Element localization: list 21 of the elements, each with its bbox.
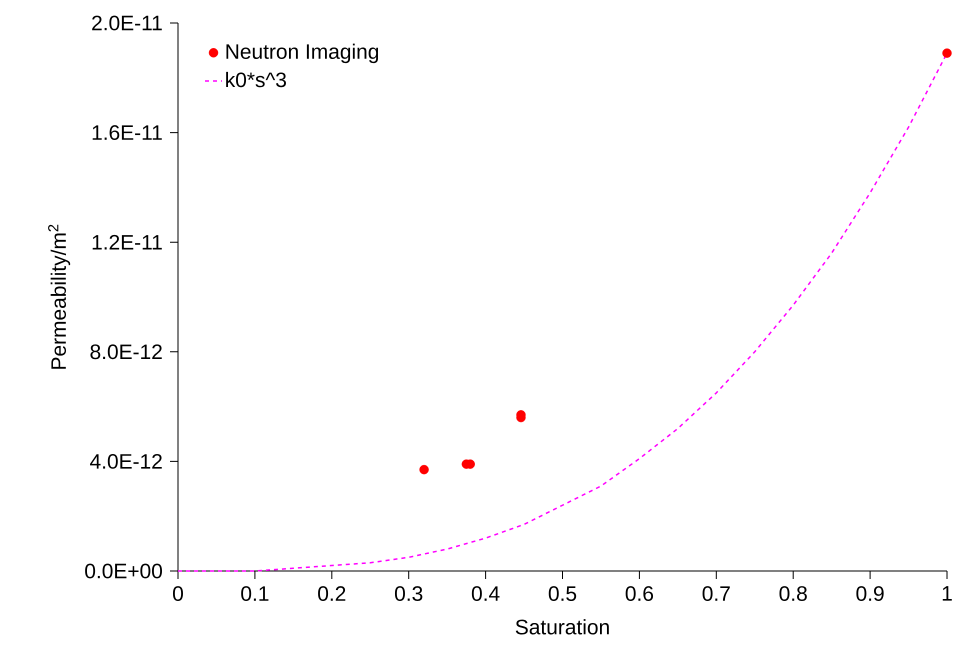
y-tick-label: 2.0E-11	[92, 16, 162, 30]
x-axis-title: Saturation	[516, 619, 609, 634]
x-tick-label: 0.5	[548, 586, 576, 601]
y-axis-title: Permeability/m$^{2}$	[48, 224, 70, 369]
x-tick-label: 0.2	[318, 586, 346, 601]
legend-label: k0*s^3	[226, 72, 286, 88]
x-tick-label: 0.3	[394, 586, 422, 601]
x-tick-label: 1	[942, 586, 952, 601]
x-tick-label: 0.7	[702, 586, 730, 601]
x-tick-label: 0.9	[856, 586, 884, 601]
y-tick-label: 1.6E-11	[92, 125, 162, 140]
x-tick-label: 0.4	[472, 586, 500, 601]
y-tick-label: 8.0E-12	[90, 344, 162, 360]
x-tick-label: 0.6	[626, 586, 654, 601]
legend-label: Neutron Imaging	[226, 44, 378, 64]
x-tick-label: 0	[172, 586, 183, 601]
y-tick-label: 1.2E-11	[92, 234, 162, 250]
x-tick-label: 0.1	[241, 586, 268, 601]
y-tick-label: 0.0E+00	[85, 564, 162, 578]
x-tick-label: 0.8	[779, 586, 807, 601]
y-tick-label: 4.0E-12	[90, 454, 162, 469]
